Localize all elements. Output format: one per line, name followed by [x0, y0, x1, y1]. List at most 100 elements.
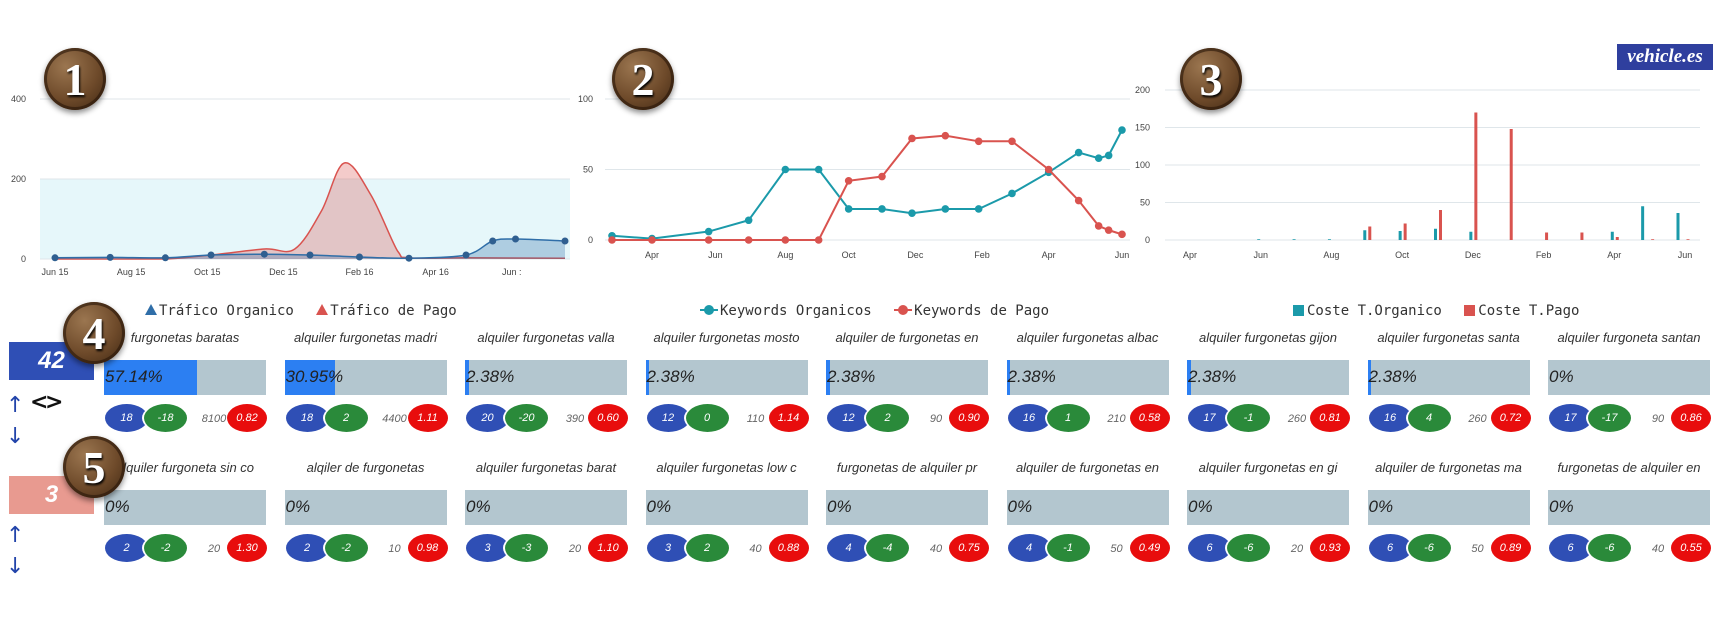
- data-point[interactable]: [1104, 151, 1113, 160]
- bar-paid[interactable]: [1545, 232, 1549, 241]
- data-point[interactable]: [1094, 154, 1103, 163]
- keyword-card[interactable]: alquiler de furgonetas ma 0% 6 -6 50 0.89: [1367, 460, 1531, 562]
- keyword-card[interactable]: alquiler de furgonetas en 2.38% 12 2 90 0.90: [826, 330, 989, 432]
- bar-paid[interactable]: [1686, 239, 1690, 240]
- data-point[interactable]: [704, 227, 713, 236]
- bar-paid[interactable]: [1580, 232, 1584, 241]
- data-point[interactable]: [260, 250, 268, 258]
- bar-organic[interactable]: [1469, 231, 1473, 240]
- sort-up-arrow-icon[interactable]: ↑: [6, 393, 25, 418]
- data-point[interactable]: [744, 216, 753, 225]
- bar-paid[interactable]: [1368, 226, 1372, 241]
- data-point[interactable]: [844, 205, 853, 213]
- data-point[interactable]: [908, 134, 916, 143]
- keyword-card[interactable]: furgonetas de alquiler pr 0% 4 -4 40 0.75: [826, 460, 989, 562]
- data-point[interactable]: [744, 236, 753, 244]
- data-point[interactable]: [878, 172, 886, 181]
- data-point[interactable]: [106, 253, 114, 261]
- data-point[interactable]: [306, 251, 314, 259]
- bar-organic[interactable]: [1610, 231, 1614, 240]
- bar-organic[interactable]: [1257, 239, 1261, 240]
- data-point[interactable]: [1008, 189, 1016, 198]
- bar-organic[interactable]: [1676, 213, 1680, 240]
- vehicle-es-logo: vehicle.es: [1617, 44, 1713, 70]
- data-point[interactable]: [608, 236, 616, 244]
- bar-organic[interactable]: [1398, 231, 1402, 240]
- data-point[interactable]: [1104, 226, 1113, 234]
- data-point[interactable]: [1074, 196, 1083, 205]
- keyword-card[interactable]: alquiler furgonetas en gi 0% 6 -6 20 0.93: [1187, 460, 1350, 562]
- next-chevron-icon[interactable]: >: [45, 390, 64, 415]
- data-point[interactable]: [1044, 165, 1053, 174]
- legend-item-paid-keywords[interactable]: Keywords de Pago: [894, 303, 1049, 319]
- keyword-card[interactable]: alquiler furgonetas albac 2.38% 16 1 210 0.58: [1006, 330, 1170, 432]
- keyword-title: alquiler furgonetas low c: [656, 460, 797, 475]
- data-point[interactable]: [814, 236, 823, 244]
- keyword-card[interactable]: alquiler furgonetas santa 2.38% 16 4 260 0.72: [1367, 330, 1531, 432]
- bar-organic[interactable]: [1641, 206, 1645, 240]
- legend-item-organic-keywords[interactable]: Keywords Organicos: [700, 303, 872, 319]
- x-tick-label: Feb: [974, 250, 990, 260]
- bar-organic[interactable]: [1292, 239, 1296, 240]
- data-point[interactable]: [489, 237, 497, 245]
- data-point[interactable]: [161, 254, 169, 262]
- legend-item-organic-cost[interactable]: Coste T.Organico: [1293, 303, 1442, 319]
- bar-paid[interactable]: [1509, 129, 1513, 240]
- data-point[interactable]: [781, 236, 790, 244]
- bar-paid[interactable]: [1651, 239, 1655, 240]
- data-point[interactable]: [561, 237, 569, 245]
- keyword-card[interactable]: alquiler de furgonetas en 0% 4 -1 50 0.49: [1006, 460, 1170, 562]
- bar-organic[interactable]: [1327, 239, 1331, 240]
- bar-paid[interactable]: [1474, 112, 1478, 241]
- bar-organic[interactable]: [1434, 228, 1437, 240]
- keyword-card[interactable]: furgonetas baratas 57.14% 18 -18 8100 0.82: [104, 330, 267, 432]
- keyword-card[interactable]: alquiler furgonetas mosto 2.38% 12 0 110 1.14: [645, 330, 809, 432]
- data-point[interactable]: [648, 236, 656, 244]
- sort-up-arrow-icon[interactable]: ↑: [6, 523, 25, 548]
- data-point[interactable]: [974, 205, 983, 213]
- sort-down-arrow-icon[interactable]: ↓: [6, 424, 25, 449]
- data-point[interactable]: [781, 165, 790, 174]
- legend-item-organic-traffic[interactable]: Tráfico Organico: [145, 303, 294, 319]
- data-point[interactable]: [1074, 148, 1083, 157]
- data-point[interactable]: [405, 254, 413, 262]
- sort-down-arrow-icon[interactable]: ↓: [6, 554, 25, 579]
- prev-chevron-icon[interactable]: <: [30, 390, 49, 415]
- share-bar-fill: [1187, 360, 1191, 395]
- keyword-card[interactable]: alquiler furgonetas barat 0% 3 -3 20 1.10: [465, 460, 628, 562]
- data-point[interactable]: [512, 235, 520, 243]
- share-bar-fill: [1006, 360, 1011, 395]
- keyword-card[interactable]: alquiler furgonetas madri 30.95% 18 2 4400 1.…: [284, 330, 448, 432]
- data-point[interactable]: [51, 254, 59, 262]
- data-point[interactable]: [207, 251, 215, 259]
- keyword-card[interactable]: alquiler furgoneta sin co 0% 2 -2 20 1.30: [104, 460, 267, 562]
- data-point[interactable]: [355, 253, 363, 261]
- data-point[interactable]: [1118, 126, 1126, 134]
- legend-item-paid-cost[interactable]: Coste T.Pago: [1464, 303, 1579, 319]
- legend-item-paid-traffic[interactable]: Tráfico de Pago: [316, 303, 457, 319]
- data-point[interactable]: [941, 131, 950, 140]
- data-point[interactable]: [844, 176, 853, 185]
- keyword-card[interactable]: alquiler furgonetas low c 0% 3 2 40 0.88: [645, 460, 809, 562]
- data-point[interactable]: [462, 251, 470, 259]
- share-bar: 0%: [1548, 490, 1710, 525]
- keyword-card[interactable]: alqiler de furgonetas 0% 2 -2 10 0.98: [284, 460, 448, 562]
- bar-paid[interactable]: [1403, 223, 1407, 241]
- data-point[interactable]: [941, 205, 950, 213]
- data-point[interactable]: [1094, 222, 1103, 230]
- data-point[interactable]: [878, 205, 886, 213]
- bar-paid[interactable]: [1439, 210, 1442, 240]
- data-point[interactable]: [814, 165, 823, 174]
- data-point[interactable]: [1008, 137, 1016, 146]
- bar-paid[interactable]: [1615, 237, 1619, 240]
- keyword-card[interactable]: alquiler furgoneta santan 0% 17 -17 90 0.86: [1548, 330, 1711, 432]
- data-point[interactable]: [1118, 230, 1126, 239]
- data-point[interactable]: [908, 209, 916, 218]
- data-point[interactable]: [974, 137, 983, 146]
- keyword-card[interactable]: alquiler furgonetas gijon 2.38% 17 -1 260 0.8…: [1187, 330, 1350, 432]
- keyword-card[interactable]: furgonetas de alquiler en 0% 6 -6 40 0.55: [1548, 460, 1711, 562]
- bar-organic[interactable]: [1363, 230, 1367, 240]
- data-point[interactable]: [704, 236, 713, 244]
- keyword-card[interactable]: alquiler furgonetas valla 2.38% 20 -20 390 0.…: [465, 330, 628, 432]
- share-percent: 0%: [1007, 497, 1033, 516]
